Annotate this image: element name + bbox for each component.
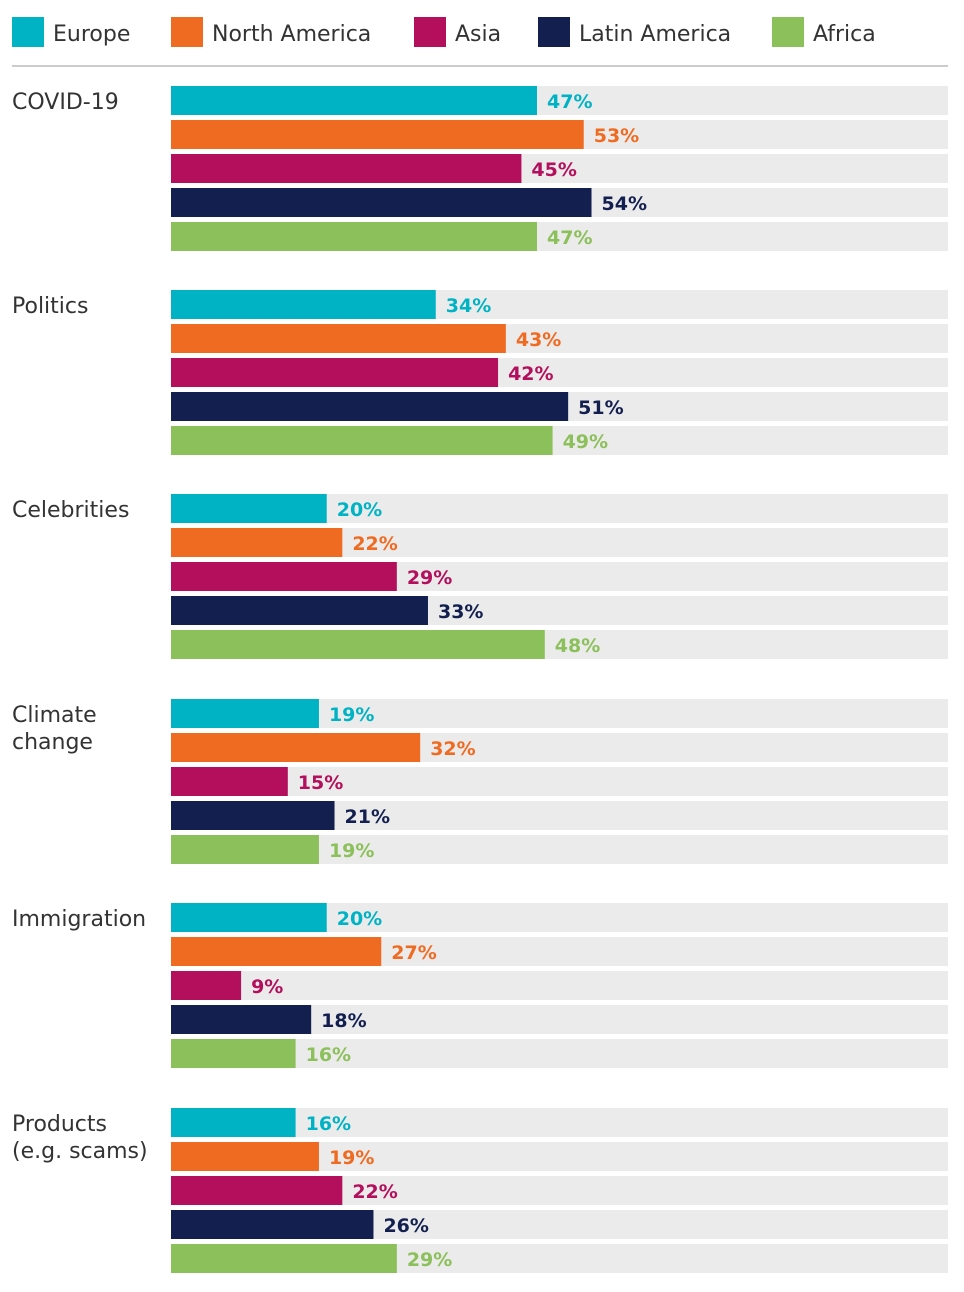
bar-north-america	[171, 733, 421, 762]
bar-latin-america	[171, 188, 592, 217]
bar-latin-america	[171, 392, 569, 421]
plot-area: COVID-19 47%53%45%54%47%Politics 34%43%42%…	[12, 86, 948, 1273]
legend-swatch-europe	[12, 17, 44, 47]
category-label-line: Celebrities	[12, 498, 129, 523]
legend-label-latin-america: Latin America	[579, 22, 731, 47]
bar-europe	[171, 1108, 296, 1137]
value-label-asia: 9%	[251, 976, 283, 998]
bar-track	[171, 971, 948, 1000]
category-label: Climate change	[12, 703, 97, 755]
value-label-north-america: 53%	[594, 125, 639, 147]
category-label: Products (e.g. scams)	[12, 1112, 148, 1164]
legend-label-asia: Asia	[455, 22, 501, 47]
value-label-europe: 47%	[547, 91, 592, 113]
legend-label-europe: Europe	[53, 22, 130, 47]
bar-north-america	[171, 324, 506, 353]
bar-europe	[171, 903, 327, 932]
bar-asia	[171, 971, 242, 1000]
bar-europe	[171, 494, 327, 523]
bar-latin-america	[171, 801, 335, 830]
legend-swatch-north-america	[171, 17, 203, 47]
bar-north-america	[171, 1142, 319, 1171]
value-label-africa: 48%	[555, 635, 600, 657]
bar-africa	[171, 835, 319, 864]
legend-swatch-africa	[772, 17, 804, 47]
bar-track	[171, 767, 948, 796]
value-label-asia: 22%	[352, 1181, 397, 1203]
category-label-line: Politics	[12, 294, 88, 319]
value-label-asia: 29%	[407, 567, 452, 589]
category-label: COVID-19	[12, 90, 119, 115]
value-label-latin-america: 18%	[321, 1010, 366, 1032]
value-label-north-america: 19%	[329, 1147, 374, 1169]
value-label-europe: 20%	[337, 908, 382, 930]
group-products-e-g-scams: Products (e.g. scams) 16% 19% 22% 26% 29%	[12, 1108, 948, 1273]
value-label-africa: 49%	[563, 431, 608, 453]
bar-asia	[171, 358, 499, 387]
value-label-asia: 42%	[508, 363, 553, 385]
bar-europe	[171, 699, 319, 728]
group-politics: Politics 34% 43% 42% 51% 49%	[12, 290, 948, 455]
legend: Europe North America Asia Latin America Afri…	[12, 17, 876, 47]
bar-africa	[171, 426, 553, 455]
legend-swatch-latin-america	[538, 17, 570, 47]
bar-asia	[171, 562, 397, 591]
category-label-line: change	[12, 730, 93, 755]
bar-asia	[171, 767, 288, 796]
value-label-north-america: 32%	[430, 738, 475, 760]
value-label-north-america: 22%	[352, 533, 397, 555]
category-label-line: Climate	[12, 703, 97, 728]
category-label-line: COVID-19	[12, 90, 119, 115]
legend-label-africa: Africa	[813, 22, 876, 47]
bar-europe	[171, 86, 537, 115]
value-label-europe: 16%	[306, 1113, 351, 1135]
bar-europe	[171, 290, 436, 319]
legend-swatch-asia	[414, 17, 446, 47]
bar-latin-america	[171, 1005, 312, 1034]
bar-asia	[171, 154, 522, 183]
value-label-north-america: 43%	[516, 329, 561, 351]
category-label-line: Immigration	[12, 907, 146, 932]
value-label-latin-america: 51%	[578, 397, 623, 419]
bar-latin-america	[171, 596, 428, 625]
value-label-africa: 16%	[306, 1044, 351, 1066]
value-label-latin-america: 54%	[602, 193, 647, 215]
bar-africa	[171, 222, 537, 251]
value-label-africa: 19%	[329, 840, 374, 862]
legend-label-north-america: North America	[212, 22, 371, 47]
bar-latin-america	[171, 1210, 374, 1239]
category-label: Politics	[12, 294, 88, 319]
group-immigration: Immigration 20% 27% 9% 18% 16%	[12, 903, 948, 1068]
category-label-line: (e.g. scams)	[12, 1139, 148, 1164]
bar-track	[171, 1108, 948, 1137]
bar-track	[171, 1039, 948, 1068]
bar-north-america	[171, 528, 343, 557]
bar-africa	[171, 630, 545, 659]
value-label-europe: 34%	[446, 295, 491, 317]
group-climate-change: Climate change 19% 32% 15%21% 19%	[12, 699, 948, 864]
value-label-europe: 20%	[337, 499, 382, 521]
value-label-latin-america: 26%	[383, 1215, 428, 1237]
group-celebrities: Celebrities 20% 22% 29% 33% 48%	[12, 494, 948, 659]
bar-africa	[171, 1039, 296, 1068]
category-label-line: Products	[12, 1112, 107, 1137]
category-label: Immigration	[12, 907, 146, 932]
value-label-asia: 15%	[298, 772, 343, 794]
value-label-latin-america: 33%	[438, 601, 483, 623]
value-label-africa: 29%	[407, 1249, 452, 1271]
category-label: Celebrities	[12, 498, 129, 523]
value-label-latin-america: 21%	[345, 806, 390, 828]
bar-africa	[171, 1244, 397, 1273]
value-label-africa: 47%	[547, 227, 592, 249]
value-label-north-america: 27%	[391, 942, 436, 964]
bar-north-america	[171, 937, 382, 966]
group-covid-19: COVID-19 47%53%45%54%47%	[12, 86, 948, 251]
value-label-asia: 45%	[531, 159, 576, 181]
value-label-europe: 19%	[329, 704, 374, 726]
bar-north-america	[171, 120, 584, 149]
bar-asia	[171, 1176, 343, 1205]
